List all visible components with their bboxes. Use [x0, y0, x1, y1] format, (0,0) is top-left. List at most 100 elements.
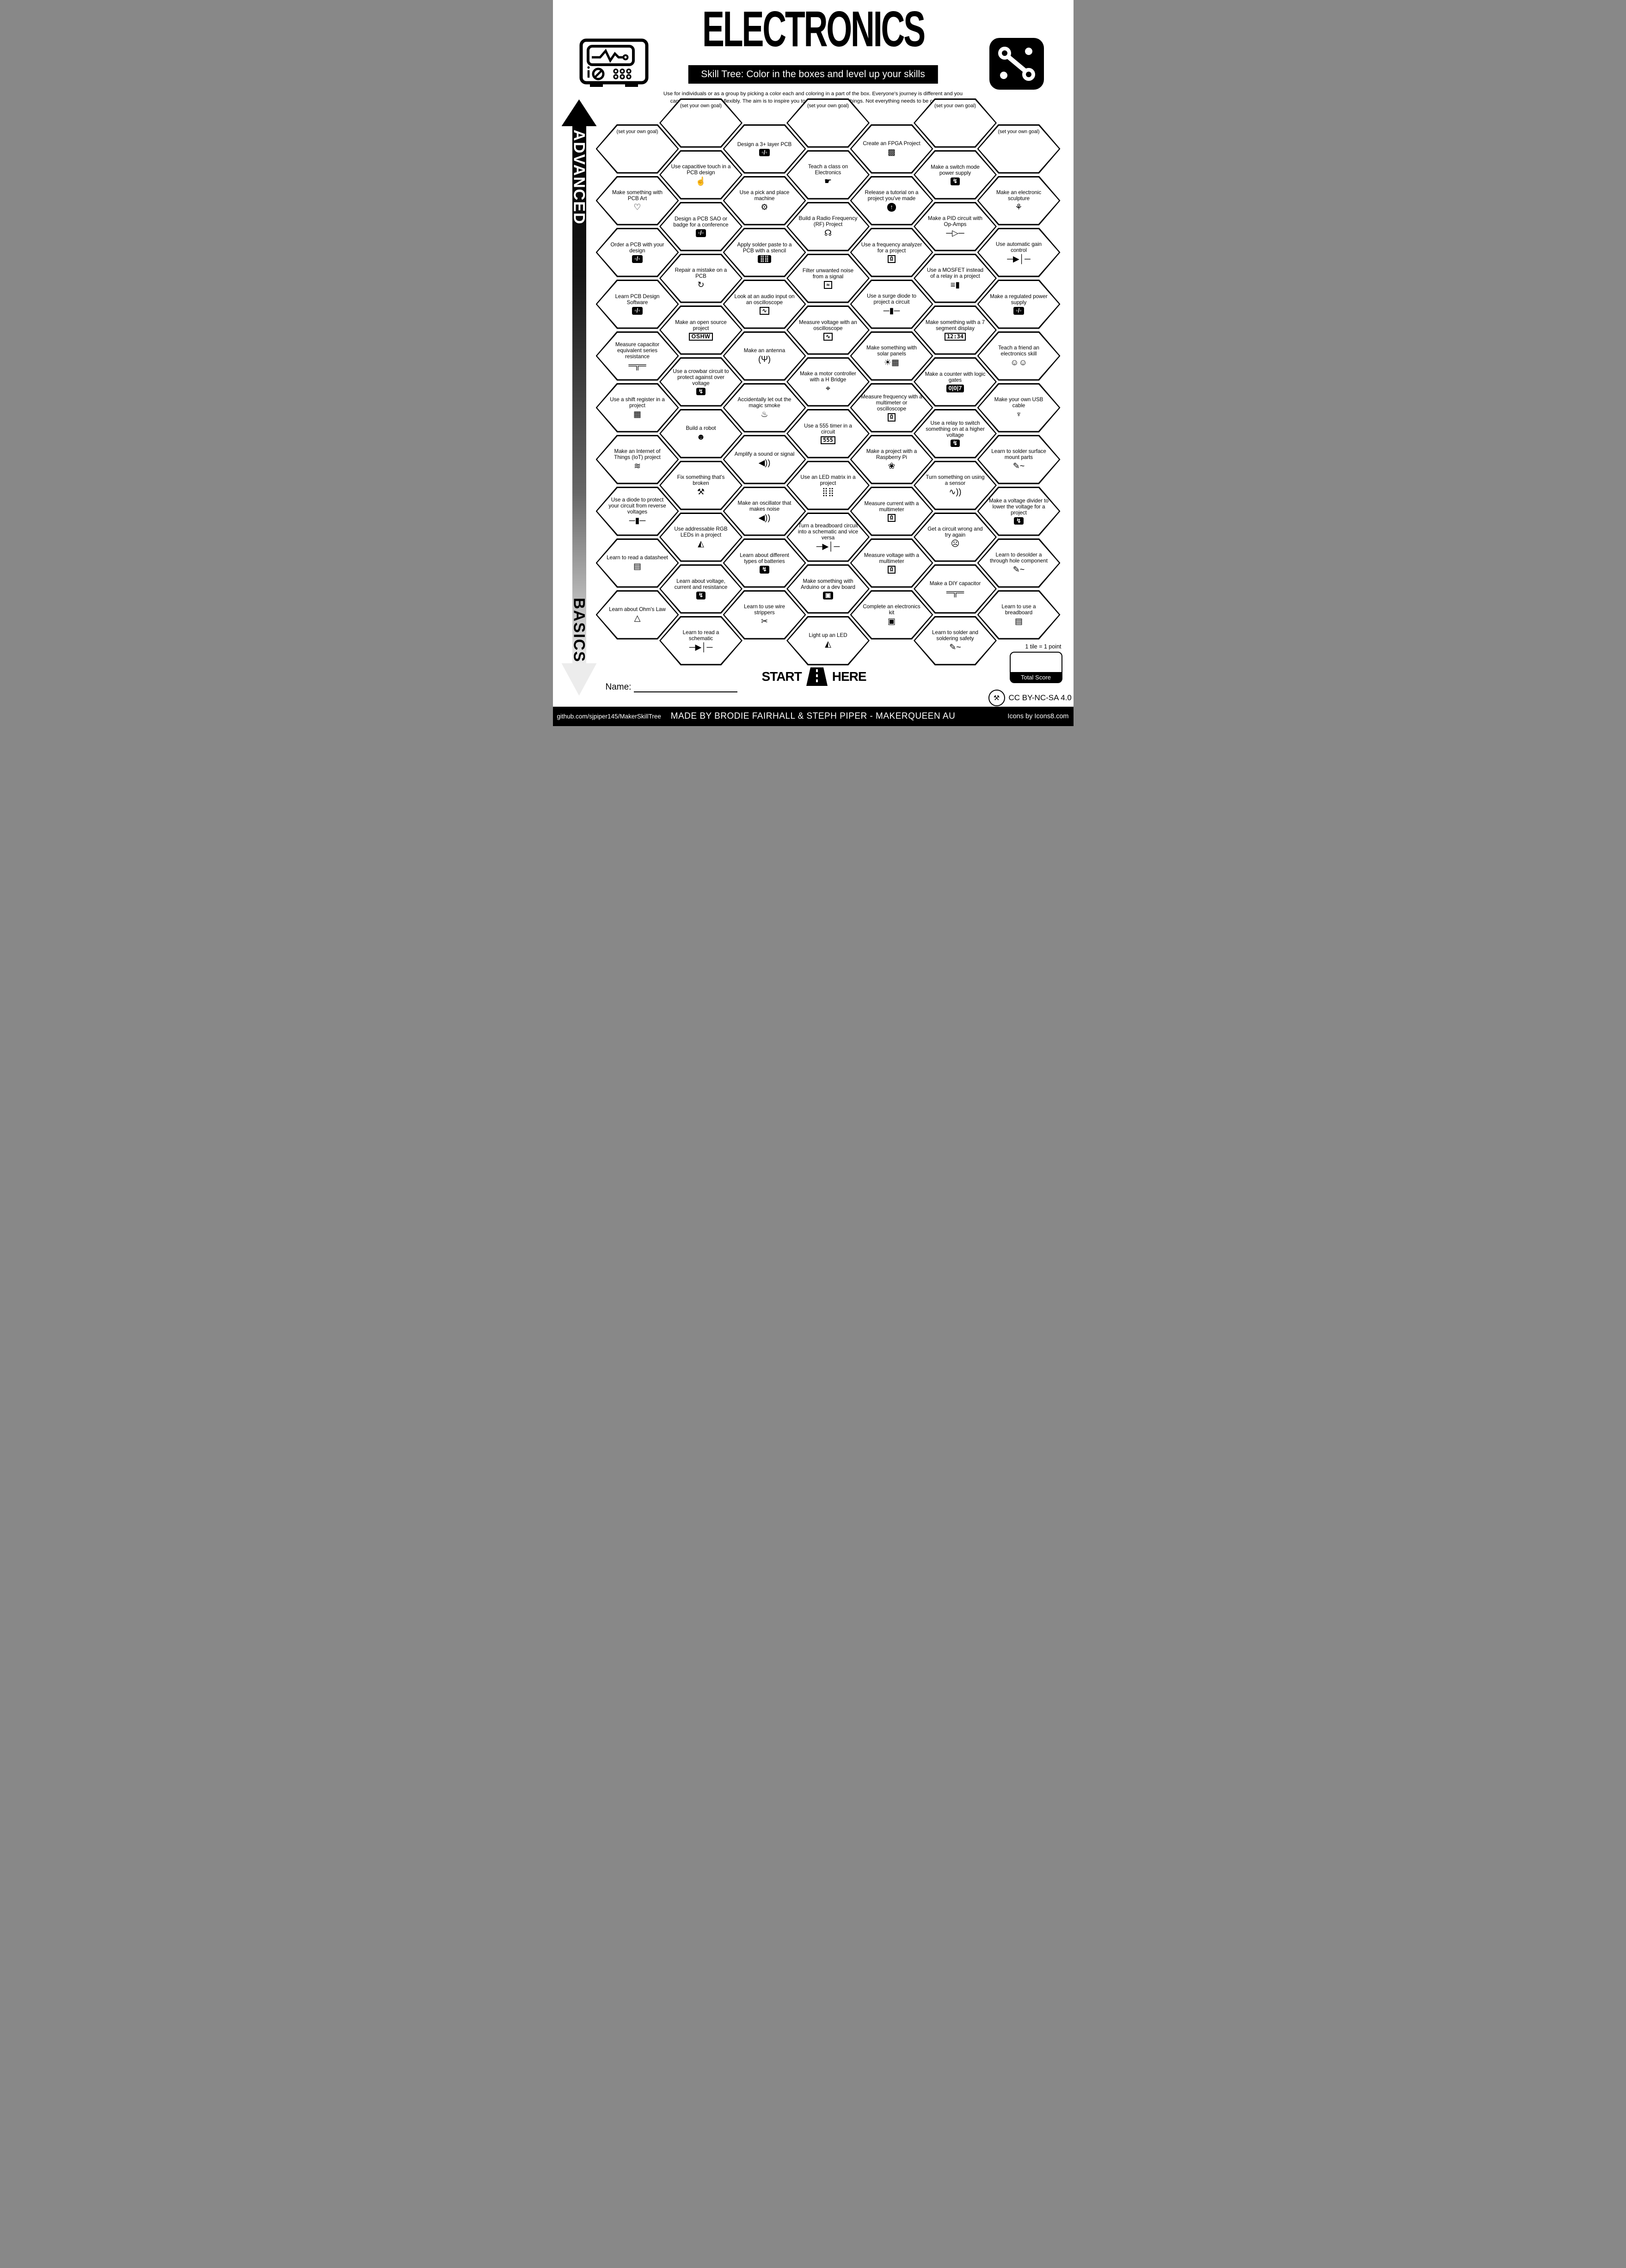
skill-label: Apply solder paste to a PCB with a stenc… — [737, 242, 792, 254]
skill-hex[interactable]: Use an LED matrix in a project ⣿⣿ — [786, 460, 870, 510]
skill-hex[interactable]: Filter unwanted noise from a signal ≈ — [786, 253, 870, 303]
skill-hex[interactable]: Make an open source project OSHW — [659, 305, 742, 355]
skill-hex[interactable]: Use addressable RGB LEDs in a project ◭ — [659, 512, 742, 562]
teacher-icon: ☛ — [824, 176, 832, 186]
skill-hex[interactable]: Release a tutorial on a project you've m… — [850, 176, 933, 226]
skill-hex[interactable]: Make something with Arduino or a dev boa… — [786, 564, 870, 614]
skill-hex[interactable]: Learn to use wire strippers ✂ — [723, 590, 806, 640]
skill-hex[interactable]: Use a MOSFET instead of a relay in a pro… — [914, 253, 997, 303]
breadboard-icon: ▤ — [1014, 616, 1023, 626]
skill-label: Learn to use a breadboard — [1001, 603, 1036, 616]
skill-hex[interactable]: Use a crowbar circuit to protect against… — [659, 357, 742, 407]
skill-hex[interactable]: Make a counter with logic gates 0|0|7 — [914, 357, 997, 407]
skill-hex[interactable]: Make an antenna (Ψ) — [723, 331, 806, 381]
skill-hex[interactable]: Make a motor controller with a H Bridge … — [786, 357, 870, 407]
sculpture-icon: ⚘ — [1015, 202, 1023, 212]
skill-hex[interactable]: Turn a breadboard circuit into a schemat… — [786, 512, 870, 562]
skill-hex[interactable]: Teach a friend an electronics skill ☺☺ — [977, 331, 1061, 381]
skill-hex[interactable]: Make a voltage divider to lower the volt… — [977, 486, 1061, 536]
skill-hex[interactable]: Learn to solder surface mount parts ✎~ — [977, 434, 1061, 484]
skill-hex[interactable]: Create an FPGA Project ▩ — [850, 124, 933, 174]
skill-hex[interactable]: Teach a class on Electronics ☛ — [786, 150, 870, 200]
skill-hex[interactable]: Make an electronic sculpture ⚘ — [977, 176, 1061, 226]
skill-label: Measure frequency with a multimeter or o… — [861, 394, 922, 412]
skill-hex[interactable]: Use automatic gain control ─▶│─ — [977, 227, 1061, 277]
skill-hex[interactable]: Design a 3+ layer PCB ◦/◦ — [723, 124, 806, 174]
skill-hex[interactable]: Make something with a 7 segment display … — [914, 305, 997, 355]
skill-label: Use a diode to protect your circuit from… — [608, 497, 666, 515]
skill-hex[interactable]: Make a switch mode power supply ↯ — [914, 150, 997, 200]
skill-hex[interactable]: Use a surge diode to project a circuit ─… — [850, 279, 933, 329]
skill-hex[interactable]: Amplify a sound or signal ◀)) — [723, 434, 806, 484]
skill-hex[interactable]: Build a robot ☻ — [659, 409, 742, 458]
antenna-icon: (Ψ) — [758, 355, 771, 364]
skill-hex[interactable]: Light up an LED ◭ — [786, 616, 870, 666]
skill-hex[interactable]: Measure capacitor equivalent series resi… — [595, 331, 679, 381]
skill-hex[interactable]: Complete an electronics kit ▣ — [850, 590, 933, 640]
skill-label: Use a surge diode to project a circuit — [867, 293, 916, 305]
skill-hex[interactable]: Make a regulated power supply ◦/◦ — [977, 279, 1061, 329]
skill-hex[interactable]: Use a pick and place machine ⚙ — [723, 176, 806, 226]
machine-icon: ⚙ — [761, 202, 768, 212]
skill-hex[interactable]: Make a project with a Raspberry Pi ❀ — [850, 434, 933, 484]
name-row: Name: — [606, 682, 737, 692]
skill-hex[interactable]: Measure current with a multimeter Ω — [850, 486, 933, 536]
skill-hex[interactable]: Learn to read a schematic ─▶│─ — [659, 616, 742, 666]
skill-hex[interactable]: Turn something on using a sensor ∿)) — [914, 460, 997, 510]
skill-hex[interactable]: (set your own goal) — [659, 98, 742, 148]
skill-hex[interactable]: Make something with solar panels ☀▦ — [850, 331, 933, 381]
skill-hex[interactable]: Make an Internet of Things (IoT) project… — [595, 434, 679, 484]
skill-hex[interactable]: (set your own goal) — [977, 124, 1061, 174]
skill-hex[interactable]: Apply solder paste to a PCB with a stenc… — [723, 227, 806, 277]
here-label: HERE — [832, 669, 867, 684]
kit-box-icon: ▣ — [887, 616, 896, 626]
maker-tools-icon: ⚒ — [988, 690, 1005, 706]
touch-icon: ☝ — [695, 176, 706, 186]
skill-hex[interactable]: Learn PCB Design Software ◦/◦ — [595, 279, 679, 329]
skill-hex[interactable]: Fix something that's broken ⚒ — [659, 460, 742, 510]
footer-github-link[interactable]: github.com/sjpiper145/MakerSkillTree — [557, 713, 661, 720]
skill-hex[interactable]: (set your own goal) — [595, 124, 679, 174]
skill-hex[interactable]: (set your own goal) — [786, 98, 870, 148]
skill-hex[interactable]: Make a DIY capacitor ═╦═ — [914, 564, 997, 614]
skill-hex[interactable]: Look at an audio input on an oscilloscop… — [723, 279, 806, 329]
skill-hex[interactable]: Learn to solder and soldering safety ✎~ — [914, 616, 997, 666]
desolder-icon: ✎~ — [1012, 564, 1025, 574]
start-label: START — [761, 669, 802, 684]
skill-hex[interactable]: Learn to read a datasheet ▤ — [595, 538, 679, 588]
skill-hex[interactable]: Order a PCB with your design ◦/◦ — [595, 227, 679, 277]
skill-hex[interactable]: Use a 555 timer in a circuit 555 — [786, 409, 870, 458]
skill-hex[interactable]: Learn to desolder a through hole compone… — [977, 538, 1061, 588]
skill-hex[interactable]: Use a frequency analyzer for a project Ω — [850, 227, 933, 277]
skill-hex[interactable]: Accidentally let out the magic smoke ♨ — [723, 383, 806, 433]
skill-hex[interactable]: Learn about voltage, current and resista… — [659, 564, 742, 614]
skill-hex[interactable]: Make a PID circuit with Op-Amps ─▷─ — [914, 202, 997, 251]
skill-label: Make a switch mode power supply — [931, 164, 980, 177]
skill-hex[interactable]: Use a shift register in a project ▦ — [595, 383, 679, 433]
skill-label: Turn something on using a sensor — [926, 474, 985, 486]
skill-hex[interactable]: Learn about Ohm's Law △ — [595, 590, 679, 640]
skill-hex[interactable]: Measure voltage with a multimeter Ω — [850, 538, 933, 588]
footer-icons-credit: Icons by Icons8.com — [1007, 713, 1069, 720]
skill-label: Measure voltage with an oscilloscope — [799, 319, 857, 331]
skill-hex[interactable]: Use a diode to protect your circuit from… — [595, 486, 679, 536]
skill-hex[interactable]: Make an oscillator that makes noise ◀)) — [723, 486, 806, 536]
skill-hex[interactable]: Learn about different types of batteries… — [723, 538, 806, 588]
axis-arrow-shaft — [572, 124, 586, 666]
skill-hex[interactable]: Get a circuit wrong and try again ☹ — [914, 512, 997, 562]
skill-hex[interactable]: Make something with PCB Art ♡ — [595, 176, 679, 226]
skill-hex[interactable]: Make your own USB cable ♆ — [977, 383, 1061, 433]
skill-hex[interactable]: Use capacitive touch in a PCB design ☝ — [659, 150, 742, 200]
skill-hex[interactable]: Build a Radio Frequency (RF) Project ☊ — [786, 202, 870, 251]
skill-hex[interactable]: Learn to use a breadboard ▤ — [977, 590, 1061, 640]
skill-hex[interactable]: Measure voltage with an oscilloscope ∿ — [786, 305, 870, 355]
wire-strippers-icon: ✂ — [761, 616, 768, 626]
skill-hex[interactable]: Design a PCB SAO or badge for a conferen… — [659, 202, 742, 251]
skill-hex[interactable]: Repair a mistake on a PCB ↻ — [659, 253, 742, 303]
skill-hex[interactable]: Measure frequency with a multimeter or o… — [850, 383, 933, 433]
pcb-icon: ◦/◦ — [1013, 307, 1024, 315]
skill-hex[interactable]: (set your own goal) — [914, 98, 997, 148]
skill-label: Make a PID circuit with Op-Amps — [928, 215, 982, 227]
skill-hex[interactable]: Use a relay to switch something on at a … — [914, 409, 997, 458]
skill-label: Make a regulated power supply — [990, 293, 1048, 306]
